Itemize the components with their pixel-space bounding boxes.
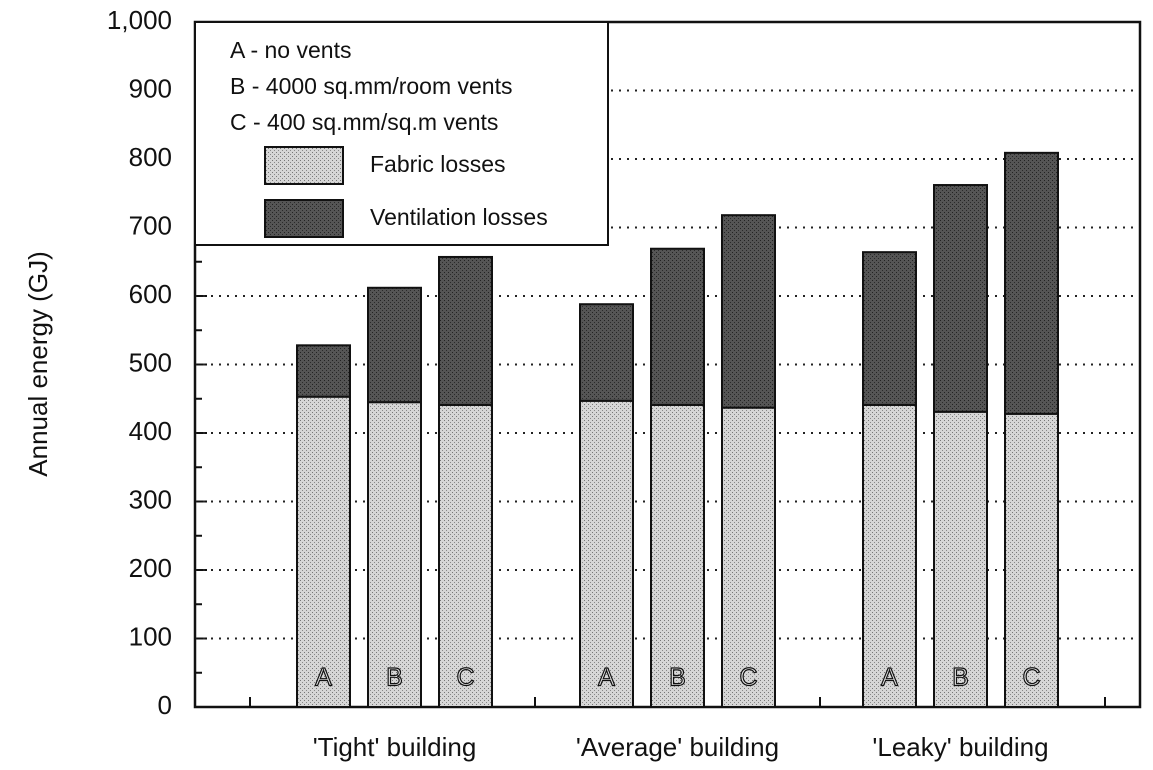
bar-label: C [1022,664,1040,692]
bar-label: C [739,664,757,692]
legend-label: Fabric losses [370,151,505,177]
legend-note: B - 4000 sq.mm/room vents [230,73,513,99]
legend-box [194,21,609,246]
bar-segment [579,399,634,708]
y-tick-label: 900 [129,73,172,103]
y-tick-label: 0 [158,690,172,720]
y-tick-label: 600 [129,279,172,309]
y-axis-label: Annual energy (GJ) [23,251,53,476]
bar-segment [296,395,351,708]
bar-segment [650,403,705,708]
y-tick-label: 300 [129,484,172,514]
bar-segment [933,410,988,708]
bar-label: C [456,664,474,692]
bar-label: B [386,664,403,692]
y-tick-label: 800 [129,142,172,172]
y-tick-label: 400 [129,416,172,446]
bar-segment [862,403,917,708]
x-tick-label: 'Tight' building [313,732,477,762]
y-tick-label: 1,000 [107,5,172,35]
bar-segment [367,401,422,708]
legend-swatch [264,199,344,238]
bar-segment [438,255,493,406]
bar-segment [1004,412,1059,708]
bar-segment [721,406,776,708]
y-tick-label: 700 [129,210,172,240]
bar-label: B [669,664,686,692]
bar-segment [933,184,988,413]
x-tick-label: 'Average' building [576,732,779,762]
bar-segment [721,214,776,409]
bar-segment [296,344,351,398]
bar-segment [438,403,493,708]
x-tick-label: 'Leaky' building [872,732,1048,762]
bar-segment [650,247,705,406]
legend-note: A - no vents [230,37,351,63]
bar-label: A [881,664,898,692]
y-tick-label: 100 [129,621,172,651]
bar-label: B [952,664,969,692]
bar-segment [367,286,422,404]
y-tick-label: 500 [129,347,172,377]
bar-label: A [598,664,615,692]
legend-swatch [264,146,344,185]
bar-label: A [315,664,332,692]
bar-segment [862,251,917,406]
legend-label: Ventilation losses [370,204,548,230]
bar-segment [579,303,634,402]
bar-segment [1004,151,1059,415]
legend-note: C - 400 sq.mm/sq.m vents [230,109,498,135]
y-tick-label: 200 [129,553,172,583]
